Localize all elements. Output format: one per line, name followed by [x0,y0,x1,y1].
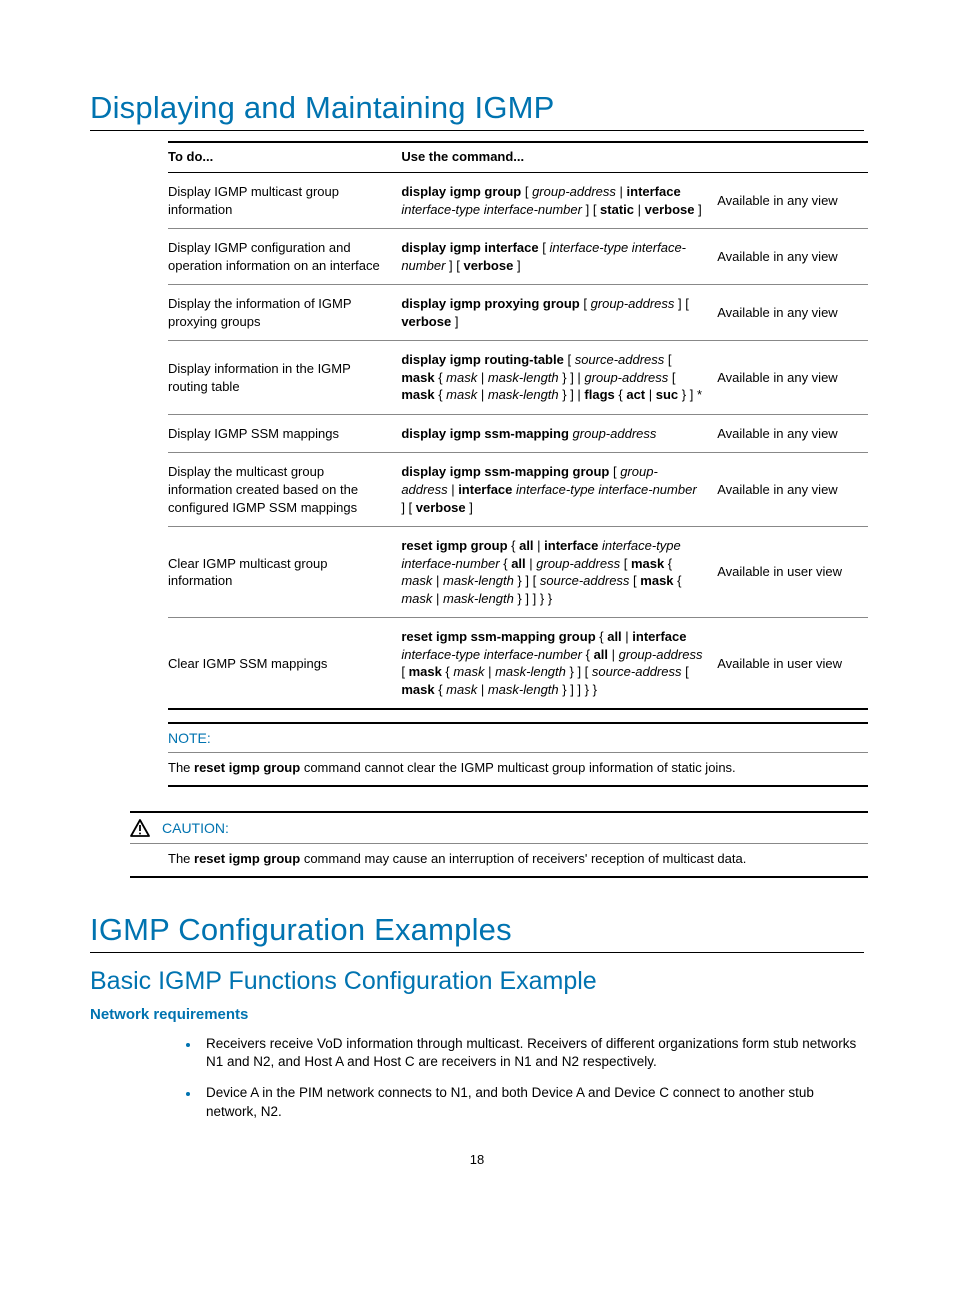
cell-todo: Clear IGMP SSM mappings [168,618,401,710]
table-row: Clear IGMP multicast group informationre… [168,527,868,618]
cell-command: display igmp routing-table [ source-addr… [401,341,717,415]
cell-command: display igmp proxying group [ group-addr… [401,285,717,341]
table-row: Clear IGMP SSM mappingsreset igmp ssm-ma… [168,618,868,710]
cell-todo: Display IGMP configuration and operation… [168,229,401,285]
note-callout: NOTE: The reset igmp group command canno… [168,722,868,787]
cell-todo: Display the multicast group information … [168,453,401,527]
caution-body: The reset igmp group command may cause a… [130,844,868,878]
subsection-title: Basic IGMP Functions Configuration Examp… [90,967,864,996]
cell-view: Available in any view [717,453,868,527]
section-title-examples: IGMP Configuration Examples [90,912,864,953]
cell-command: display igmp group [ group-address | int… [401,173,717,229]
caution-callout: CAUTION: The reset igmp group command ma… [130,811,868,878]
subsubsection-title: Network requirements [90,1006,864,1023]
list-item: Receivers receive VoD information throug… [200,1035,864,1073]
table-row: Display information in the IGMP routing … [168,341,868,415]
note-body: The reset igmp group command cannot clea… [168,753,868,787]
cell-command: reset igmp group { all | interface inter… [401,527,717,618]
cell-todo: Display IGMP multicast group information [168,173,401,229]
warning-icon [130,819,150,837]
cell-view: Available in any view [717,414,868,453]
cell-command: display igmp interface [ interface-type … [401,229,717,285]
cell-todo: Clear IGMP multicast group information [168,527,401,618]
cell-command: display igmp ssm-mapping group [ group-a… [401,453,717,527]
cell-view: Available in any view [717,285,868,341]
cell-command: display igmp ssm-mapping group-address [401,414,717,453]
cell-command: reset igmp ssm-mapping group { all | int… [401,618,717,710]
table-header-view [717,142,868,173]
cell-view: Available in any view [717,173,868,229]
cell-view: Available in any view [717,229,868,285]
note-label: NOTE: [168,722,868,753]
bullet-list: Receivers receive VoD information throug… [168,1035,864,1123]
table-row: Display IGMP SSM mappingsdisplay igmp ss… [168,414,868,453]
table-header-todo: To do... [168,142,401,173]
cell-todo: Display information in the IGMP routing … [168,341,401,415]
caution-label: CAUTION: [162,820,229,836]
cell-view: Available in user view [717,527,868,618]
cell-todo: Display IGMP SSM mappings [168,414,401,453]
table-row: Display the multicast group information … [168,453,868,527]
table-row: Display IGMP configuration and operation… [168,229,868,285]
page-title: Displaying and Maintaining IGMP [90,90,864,131]
table-header-cmd: Use the command... [401,142,717,173]
table-row: Display IGMP multicast group information… [168,173,868,229]
command-table: To do... Use the command... Display IGMP… [168,141,868,710]
cell-todo: Display the information of IGMP proxying… [168,285,401,341]
cell-view: Available in any view [717,341,868,415]
page-number: 18 [90,1152,864,1167]
list-item: Device A in the PIM network connects to … [200,1084,864,1122]
table-row: Display the information of IGMP proxying… [168,285,868,341]
cell-view: Available in user view [717,618,868,710]
